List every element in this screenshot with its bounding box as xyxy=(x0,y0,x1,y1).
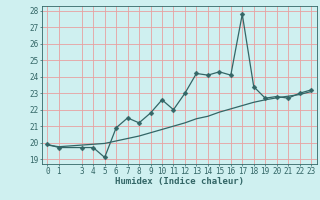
X-axis label: Humidex (Indice chaleur): Humidex (Indice chaleur) xyxy=(115,177,244,186)
